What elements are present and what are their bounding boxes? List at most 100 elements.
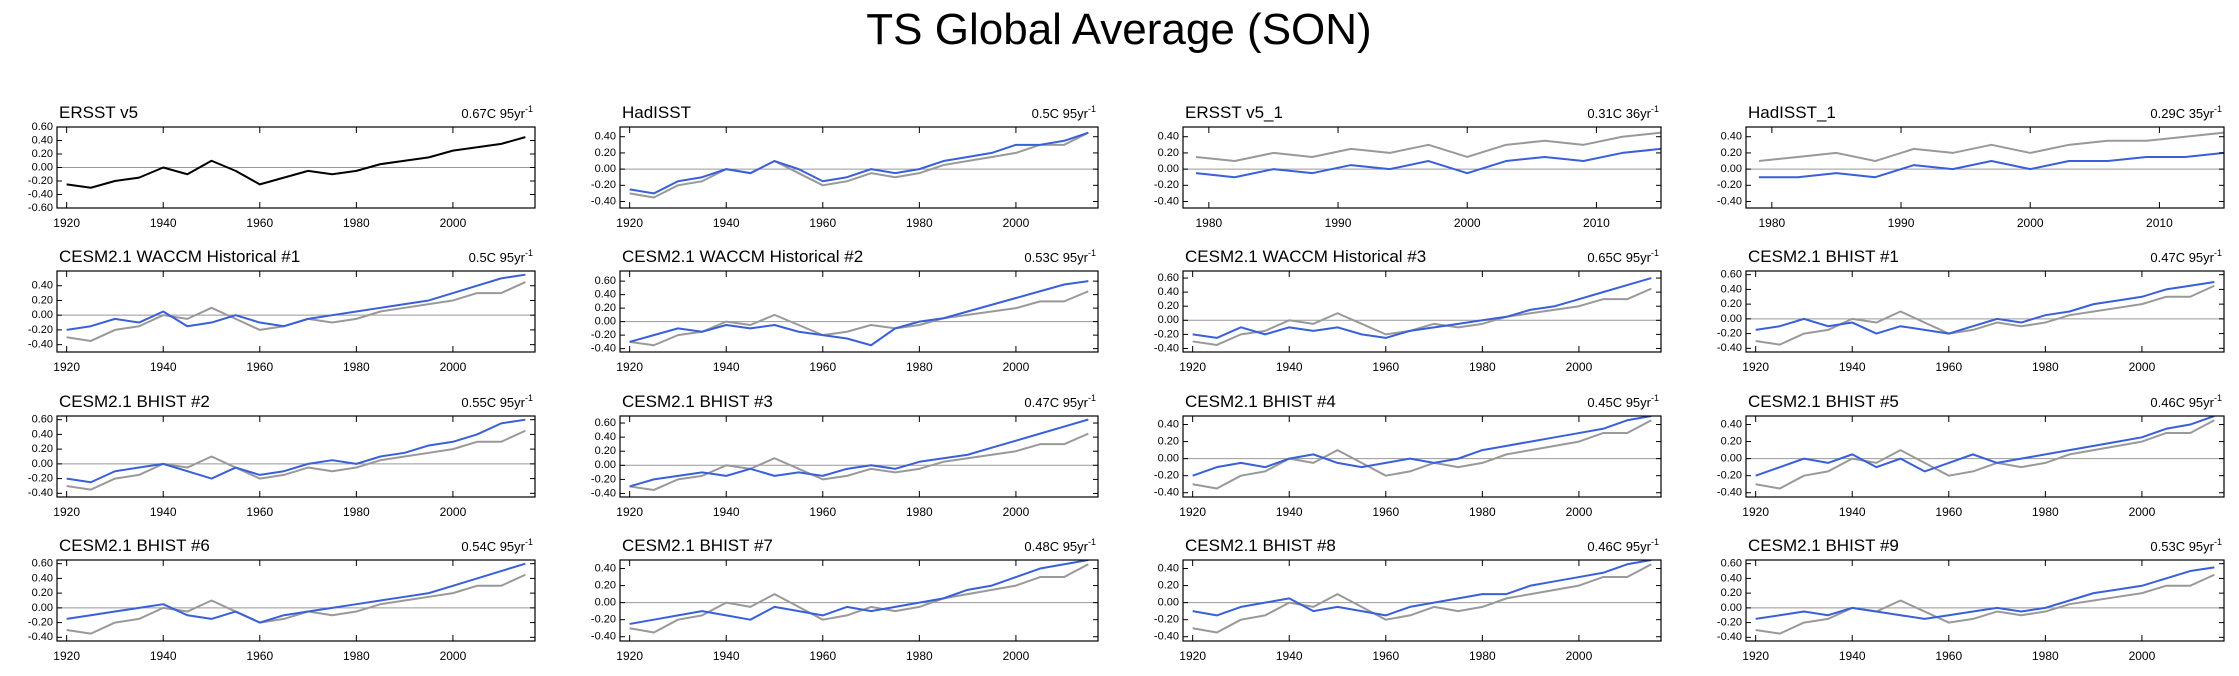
y-tick-label: -0.40 <box>1154 195 1179 207</box>
panel-title: CESM2.1 BHIST #4 <box>1185 392 1336 411</box>
y-tick-label: -0.20 <box>1154 328 1179 340</box>
panel: HadISST 0.5C 95yr-1 -0.40 -0.20 0.00 0.20 0.40… <box>591 103 1099 230</box>
y-tick-label: -0.20 <box>28 472 53 484</box>
plot-area <box>1183 277 1661 346</box>
y-tick-label: 0.00 <box>595 163 616 175</box>
series-line <box>66 573 526 635</box>
y-tick-label: -0.40 <box>591 487 616 499</box>
plot-area <box>1183 416 1661 490</box>
x-tick-label: 1960 <box>246 216 273 230</box>
series-line <box>1192 277 1652 339</box>
x-tick-label: 1980 <box>906 649 933 663</box>
trend-text: 0.5C 95yr <box>469 250 526 265</box>
trend-label: 0.54C 95yr-1 <box>461 537 533 554</box>
trend-text: 0.67C 95yr <box>461 106 525 121</box>
panel-title: CESM2.1 BHIST #1 <box>1748 247 1899 266</box>
y-tick-label: -0.20 <box>28 175 53 187</box>
y-tick-label: -0.20 <box>591 473 616 485</box>
trend-text: 0.45C 95yr <box>1587 395 1651 410</box>
x-tick-label: 2000 <box>1003 360 1030 374</box>
x-tick-label: 1920 <box>53 216 80 230</box>
panel: CESM2.1 WACCM Historical #3 0.65C 95yr-1-… <box>1154 247 1662 374</box>
x-tick-label: 1980 <box>2032 360 2059 374</box>
y-tick-label: 0.40 <box>1721 131 1742 143</box>
x-tick-label: 1940 <box>1276 505 1303 519</box>
x-tick-label: 1960 <box>246 649 273 663</box>
series-line <box>1195 131 1661 163</box>
x-tick-label: 2000 <box>2129 649 2156 663</box>
y-tick-label: -0.40 <box>28 188 53 200</box>
y-tick-label: -0.40 <box>28 487 53 499</box>
panel: CESM2.1 BHIST #1 0.47C 95yr-1 -0.40 -0.20 0.… <box>1717 247 2225 374</box>
y-tick-label: 0.20 <box>32 587 53 599</box>
series-line <box>66 562 526 624</box>
panel: ERSST v5_1 0.31C 36yr-1 -0.40 -0.20 0.00 0.20… <box>1154 103 1662 230</box>
x-tick-label: 1960 <box>1372 649 1399 663</box>
y-tick-label: 0.60 <box>32 414 53 426</box>
y-tick-label: -0.40 <box>591 343 616 355</box>
y-tick-label: 0.40 <box>1721 283 1742 295</box>
trend-text: 0.53C 95yr <box>1024 250 1088 265</box>
trend-label: 0.46C 95yr-1 <box>2150 393 2222 410</box>
y-tick-label: -0.60 <box>28 202 53 214</box>
x-tick-label: 1920 <box>1179 505 1206 519</box>
y-tick-label: 0.40 <box>595 289 616 301</box>
y-tick-label: -0.40 <box>1717 487 1742 499</box>
x-tick-label: 1940 <box>713 649 740 663</box>
plot-frame <box>56 415 536 498</box>
y-tick-label: 0.00 <box>595 597 616 609</box>
x-tick-label: 1980 <box>906 216 933 230</box>
y-tick-label: 0.00 <box>1721 602 1742 614</box>
trend-power: -1 <box>1651 537 1659 547</box>
trend-power: -1 <box>1651 104 1659 114</box>
y-tick-label: 0.00 <box>32 161 53 173</box>
x-tick-label: 2000 <box>2129 360 2156 374</box>
trend-label: 0.45C 95yr-1 <box>1587 393 1659 410</box>
y-tick-label: 0.20 <box>1158 435 1179 447</box>
x-tick-label: 1960 <box>809 360 836 374</box>
y-tick-label: 0.40 <box>32 428 53 440</box>
y-tick-label: -0.40 <box>1154 487 1179 499</box>
series-line <box>1192 419 1652 490</box>
panel: HadISST_1 0.29C 35yr-1 -0.40 -0.20 0.00 0.20 0… <box>1717 103 2225 230</box>
x-tick-label: 1940 <box>150 216 177 230</box>
series-line <box>629 131 1089 199</box>
y-tick-label: 0.60 <box>1721 269 1742 281</box>
y-tick-label: 0.40 <box>595 131 616 143</box>
plot-frame <box>1182 559 1662 642</box>
x-tick-label: 2000 <box>1454 216 1481 230</box>
trend-label: 0.46C 95yr-1 <box>1587 537 1659 554</box>
y-tick-label: 0.40 <box>1158 131 1179 143</box>
plot-area <box>1746 566 2224 635</box>
y-tick-label: 0.40 <box>32 134 53 146</box>
y-tick-label: 0.20 <box>595 302 616 314</box>
panel: CESM2.1 BHIST #3 0.47C 95yr-1 -0.40 -0.20 0.… <box>591 392 1099 519</box>
x-tick-label: 1940 <box>713 505 740 519</box>
series-line <box>66 281 526 342</box>
y-tick-label: -0.20 <box>591 329 616 341</box>
plot-frame <box>619 415 1099 498</box>
panel-title: ERSST v5 <box>59 103 138 122</box>
trend-text: 0.31C 36yr <box>1587 106 1651 121</box>
plot-area <box>57 418 535 491</box>
y-tick-label: 0.00 <box>1721 453 1742 465</box>
y-tick-label: 0.00 <box>1158 314 1179 326</box>
y-tick-label: 0.20 <box>32 294 53 306</box>
trend-power: -1 <box>1651 393 1659 403</box>
plot-area <box>1746 131 2224 179</box>
y-tick-label: 0.40 <box>1721 418 1742 430</box>
series-line <box>629 418 1089 488</box>
x-tick-label: 1980 <box>1469 360 1496 374</box>
panel-title: CESM2.1 BHIST #2 <box>59 392 210 411</box>
trend-power: -1 <box>2214 104 2222 114</box>
series-line <box>1755 573 2215 635</box>
y-tick-label: 0.00 <box>1158 597 1179 609</box>
trend-text: 0.48C 95yr <box>1024 539 1088 554</box>
x-tick-label: 2000 <box>1566 360 1593 374</box>
y-tick-label: -0.40 <box>1717 342 1742 354</box>
x-tick-label: 1940 <box>1839 505 1866 519</box>
y-tick-label: 0.20 <box>1158 147 1179 159</box>
x-tick-label: 1980 <box>1758 216 1785 230</box>
y-tick-label: 0.60 <box>595 417 616 429</box>
y-tick-label: -0.20 <box>591 614 616 626</box>
